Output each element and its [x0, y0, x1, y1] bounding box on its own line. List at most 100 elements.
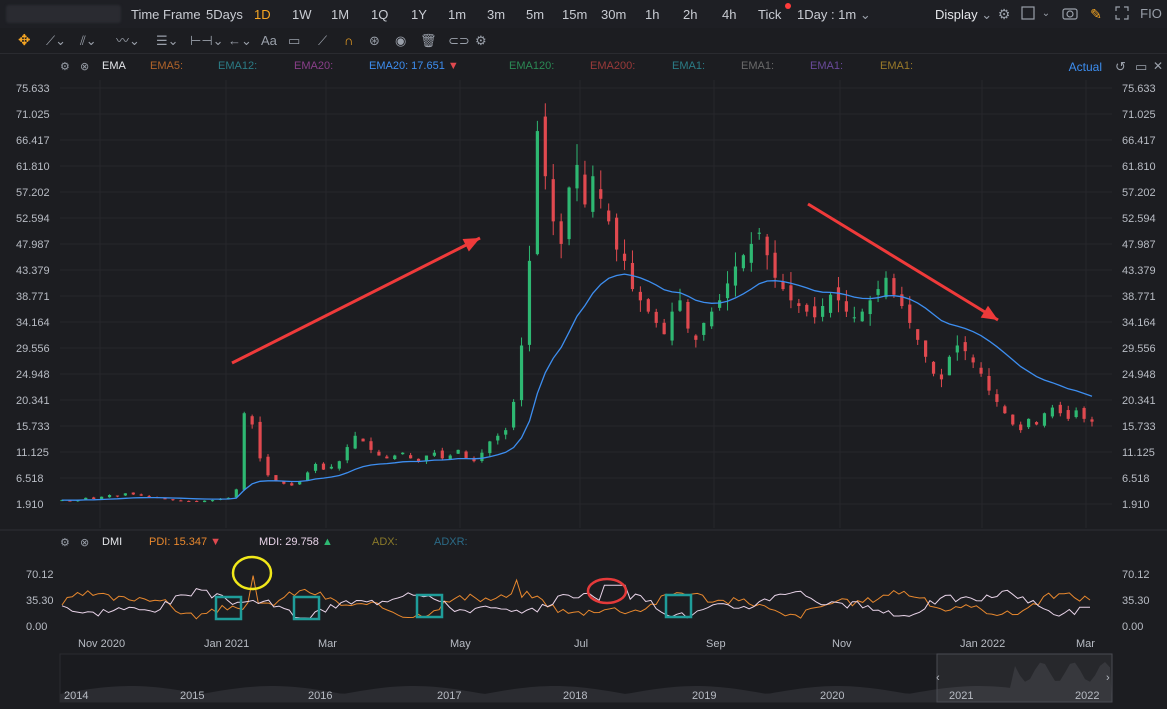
candle-body — [630, 262, 635, 290]
candle-body — [1027, 418, 1031, 428]
dmi-close-icon[interactable]: ⊗ — [80, 537, 90, 549]
tf-30m[interactable]: 30m — [601, 7, 627, 22]
tf-1m-month[interactable]: 1M — [331, 7, 350, 22]
tf-1m[interactable]: 1m — [448, 7, 467, 22]
tf-3m[interactable]: 3m — [487, 7, 506, 22]
comment-icon[interactable]: ▭ — [288, 33, 301, 48]
candle-body — [171, 499, 175, 501]
tf-1d[interactable]: 1D — [254, 7, 271, 22]
arrow-tool-icon[interactable]: ←⌄ — [228, 33, 252, 48]
dmi-name: DMI — [102, 536, 123, 548]
fullscreen-icon[interactable] — [1114, 6, 1130, 22]
legend-ema20b-text: EMA20: 17.651 — [369, 60, 445, 72]
teal-box-marker — [664, 593, 693, 619]
drawing-settings-icon[interactable]: ⚙ — [475, 33, 487, 48]
tf-2h[interactable]: 2h — [683, 7, 698, 22]
display-label: Display — [935, 7, 978, 22]
tf-1q[interactable]: 1Q — [371, 7, 389, 22]
legend-settings-icon[interactable]: ⚙ — [60, 61, 70, 73]
red-circle-marker — [586, 577, 628, 605]
drawing-toolbar: ✥ ⟋⌄ ⫽⌄ 〰⌄ ☰⌄ ⊢⊣⌄ ←⌄ Aa ▭ ⟋ ∩ ⊛ ◉ 🗑 ⊂⊃ ⚙ — [0, 28, 1167, 54]
candle-body — [329, 466, 333, 469]
candle-body — [155, 497, 159, 499]
candle-body — [147, 496, 151, 498]
candle-body — [195, 500, 199, 502]
settings-icon[interactable]: ⚙ — [997, 6, 1011, 22]
tf-tick[interactable]: Tick — [758, 7, 782, 22]
candle-body — [686, 301, 690, 329]
legend-close-icon[interactable]: ⊗ — [80, 61, 90, 73]
tf-5days[interactable]: 5Days — [206, 7, 243, 22]
candle-body — [1034, 422, 1039, 425]
tf-15m[interactable]: 15m — [562, 7, 588, 22]
crosshair-icon[interactable]: ✥ — [18, 32, 31, 49]
uptrend-arrow — [231, 236, 481, 365]
candle-body — [131, 492, 135, 495]
lock-icon[interactable]: ⊛ — [369, 33, 380, 48]
candle-body — [702, 322, 706, 335]
chevron-down-icon[interactable]: ⌄ — [1041, 8, 1051, 19]
candle-body — [955, 345, 959, 353]
downtrend-arrow-head — [980, 305, 998, 320]
actual-label[interactable]: Actual — [1068, 60, 1102, 74]
camera-icon[interactable] — [1062, 6, 1078, 22]
candle-body — [607, 210, 611, 222]
x-tick: May — [450, 638, 471, 650]
tf-1y[interactable]: 1Y — [411, 7, 427, 22]
timeline-year: 2022 — [1075, 690, 1099, 702]
dmi-panel: 70.12 70.12 35.30 35.30 0.00 0.00 — [26, 555, 1150, 633]
y-tick-left: 29.556 — [16, 343, 50, 355]
legend-ema20b: EMA20: 17.651 ▼ — [369, 60, 459, 72]
dmi-settings-icon[interactable]: ⚙ — [60, 537, 70, 549]
y-tick-right: 1.910 — [1122, 499, 1150, 511]
eye-icon[interactable]: ◉ — [395, 33, 407, 48]
candle-body — [836, 287, 841, 301]
tf-5m[interactable]: 5m — [526, 7, 545, 22]
tf-4h[interactable]: 4h — [722, 7, 737, 22]
timeline-year: 2018 — [563, 690, 587, 702]
pattern-icon[interactable]: 〰⌄ — [116, 33, 140, 48]
dmi-adxr: ADXR: — [434, 536, 468, 548]
dmi-pdi-arrow: ▼ — [210, 536, 222, 548]
text-tool-icon[interactable]: Aa — [261, 33, 277, 48]
trash-icon[interactable]: 🗑 — [420, 33, 437, 48]
pdi-line — [61, 575, 1091, 620]
candle-body — [725, 283, 730, 299]
undo-icon[interactable]: ↺ — [1115, 59, 1126, 74]
timeline-bg — [59, 653, 1113, 703]
magnet-icon[interactable]: ∩ — [344, 33, 354, 48]
fib-icon[interactable]: ☰⌄ — [156, 33, 179, 48]
candle-body — [92, 497, 96, 499]
candle-body — [432, 452, 436, 456]
tf-1h[interactable]: 1h — [645, 7, 660, 22]
trendline-icon[interactable]: ⟋⌄ — [46, 33, 66, 48]
candle-body — [852, 317, 856, 319]
mdi-line — [61, 584, 1090, 619]
candle-body — [1058, 404, 1062, 414]
minimize-icon[interactable]: ▭ — [1135, 59, 1148, 74]
candle-body — [638, 291, 642, 301]
link-icon[interactable]: ⊂⊃ — [448, 33, 470, 48]
display-dropdown[interactable]: Display ⌄ — [935, 7, 993, 22]
candle-body — [963, 342, 967, 352]
pencil-icon[interactable]: ✎ — [1090, 6, 1102, 22]
tf-1w[interactable]: 1W — [292, 7, 312, 22]
checkbox-icon[interactable] — [1020, 6, 1036, 22]
measure-icon[interactable]: ⊢⊣⌄ — [190, 33, 224, 48]
candle-body — [916, 329, 920, 340]
candle-body — [337, 461, 341, 469]
close-icon[interactable]: ✕ — [1153, 59, 1164, 73]
legend-ema1c: EMA1: — [810, 60, 844, 72]
y-tick-right: 71.025 — [1122, 109, 1156, 121]
channel-icon[interactable]: ⫽⌄ — [80, 33, 97, 48]
candle-body — [258, 421, 262, 459]
x-tick: Nov 2020 — [78, 638, 125, 650]
candle-body — [424, 455, 429, 462]
candle-body — [203, 500, 207, 503]
ruler-icon[interactable]: ⟋ — [318, 33, 328, 48]
candle-body — [1082, 408, 1086, 419]
y-tick-left: 24.948 — [16, 369, 50, 381]
y-tick-left: 43.379 — [16, 265, 50, 277]
interval-dropdown[interactable]: 1Day : 1m ⌄ — [797, 7, 871, 22]
timeline-year: 2019 — [692, 690, 716, 702]
